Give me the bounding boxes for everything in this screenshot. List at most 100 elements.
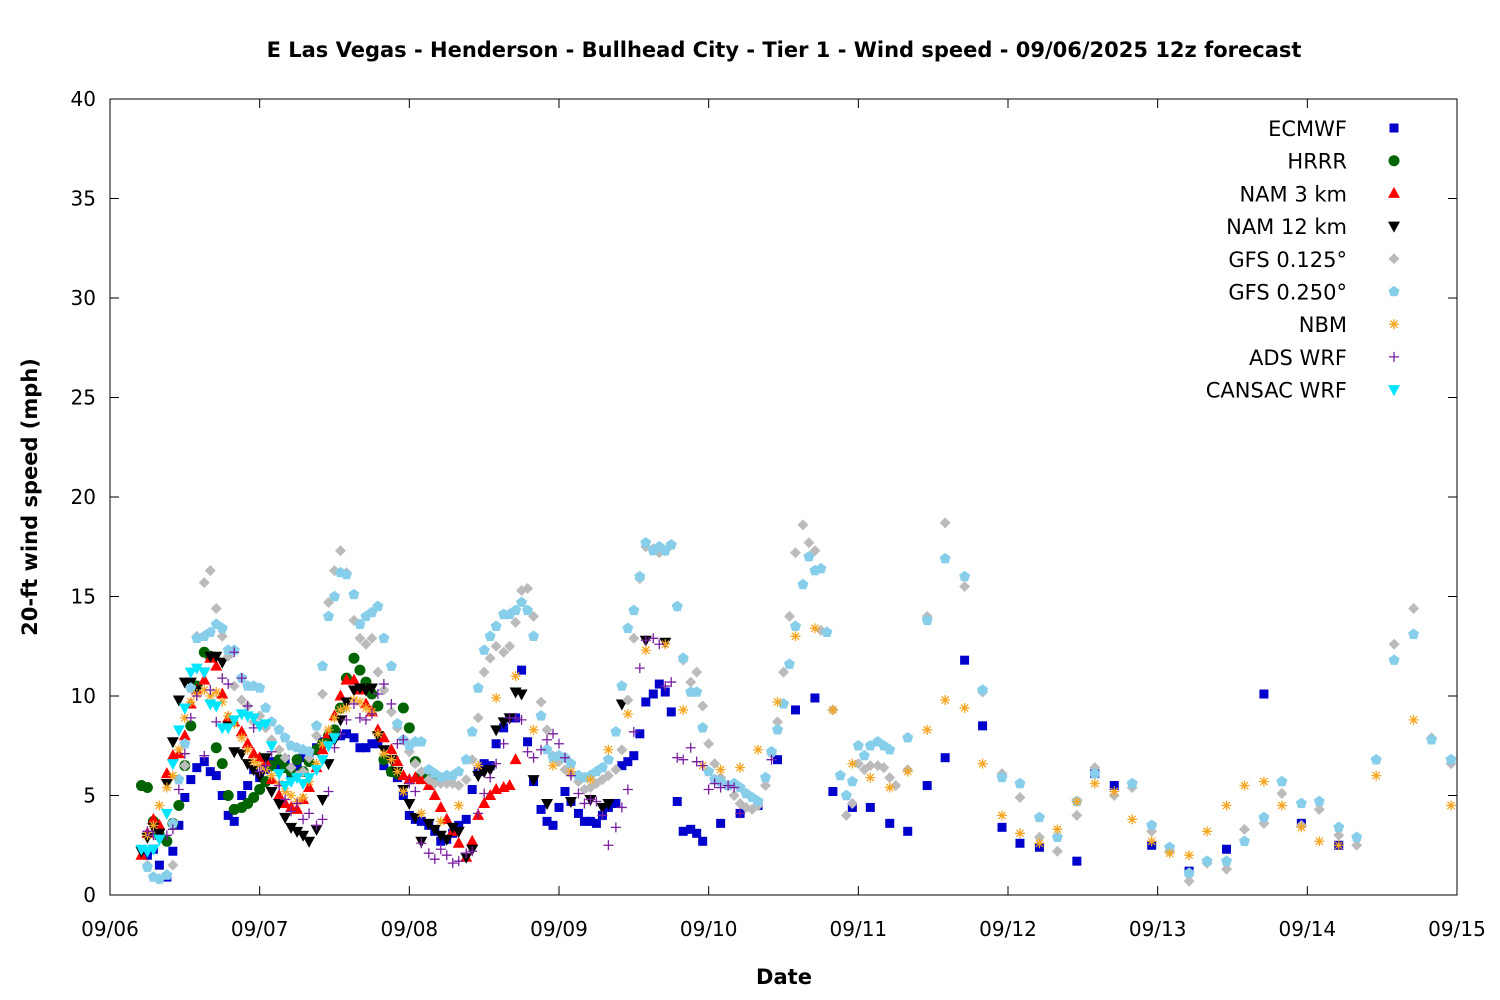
data-point-ads-wrf <box>666 677 677 688</box>
data-point-nam-12-km <box>279 812 292 824</box>
data-point-ecmwf <box>199 757 209 767</box>
data-markers <box>135 517 1457 887</box>
data-point-ecmwf <box>298 753 308 763</box>
data-point-nbm <box>1089 778 1100 789</box>
data-point-nam-3-km <box>235 725 248 737</box>
legend: ECMWF HRRR NAM 3 km NAM 12 km GFS 0.125° GFS … <box>1206 117 1400 403</box>
data-point-nbm <box>223 710 234 721</box>
data-point-ads-wrf <box>709 778 720 789</box>
data-point-nam-12-km <box>365 683 378 695</box>
data-point-ecmwf <box>180 792 190 802</box>
data-point-gfs-0-125 <box>628 632 640 644</box>
data-point-nam-12-km <box>166 737 179 749</box>
data-point-gfs-0-125 <box>878 762 890 774</box>
data-point-ecmwf <box>292 763 302 773</box>
data-point-nbm <box>435 816 446 827</box>
data-point-nam-3-km <box>434 800 447 812</box>
data-point-gfs-0-250 <box>996 771 1008 783</box>
data-point-gfs-0-250 <box>348 588 360 600</box>
legend-label: ECMWF <box>1268 117 1347 141</box>
data-point-ecmwf <box>1222 844 1232 854</box>
data-point-hrrr <box>248 791 260 803</box>
data-point-nam-12-km <box>428 824 441 836</box>
data-point-ads-wrf <box>678 754 689 765</box>
data-point-ecmwf <box>548 820 558 830</box>
data-point-ecmwf <box>611 798 621 808</box>
data-point-nbm <box>1052 824 1063 835</box>
data-point-gfs-0-125 <box>409 758 421 770</box>
data-point-ads-wrf <box>404 778 415 789</box>
data-point-hrrr <box>173 799 185 811</box>
data-point-ads-wrf <box>634 663 645 674</box>
data-point-gfs-0-125 <box>167 859 179 871</box>
data-point-gfs-0-250 <box>1146 819 1158 831</box>
data-point-nam-3-km <box>241 737 254 749</box>
data-point-nbm <box>827 704 838 715</box>
data-point-gfs-0-250 <box>921 614 933 626</box>
data-point-ads-wrf <box>579 798 590 809</box>
data-point-nam-3-km <box>397 769 410 781</box>
series-cansac-wrf <box>135 663 341 858</box>
data-point-gfs-0-125 <box>697 700 709 712</box>
x-tick-label: 09/12 <box>979 917 1037 941</box>
data-point-ecmwf <box>274 761 284 771</box>
data-point-gfs-0-125 <box>311 730 323 742</box>
data-point-gfs-0-250 <box>1014 777 1026 789</box>
data-point-gfs-0-250 <box>415 735 427 747</box>
data-point-gfs-0-250 <box>677 652 689 663</box>
data-point-ecmwf <box>355 743 365 753</box>
data-point-nam-12-km <box>484 765 497 777</box>
data-point-gfs-0-125 <box>760 780 772 792</box>
data-point-gfs-0-125 <box>478 666 490 678</box>
data-point-ecmwf <box>692 828 702 838</box>
data-point-ads-wrf <box>392 738 403 749</box>
data-point-nam-12-km <box>216 657 229 669</box>
data-point-gfs-0-125 <box>959 581 971 593</box>
data-point-gfs-0-125 <box>778 666 789 678</box>
data-point-ads-wrf <box>242 700 253 711</box>
data-point-ecmwf <box>1015 838 1025 848</box>
data-point-gfs-0-250 <box>789 620 801 632</box>
data-point-gfs-0-125 <box>254 710 266 722</box>
data-point-nam-12-km <box>602 798 615 810</box>
data-point-gfs-0-250 <box>840 789 852 801</box>
legend-entry-gfs-0-125: GFS 0.125° <box>1228 248 1400 272</box>
data-point-gfs-0-250 <box>977 684 989 695</box>
data-point-hrrr <box>291 754 303 766</box>
data-point-ecmwf <box>585 816 595 826</box>
data-point-ecmwf <box>672 796 682 806</box>
data-point-ads-wrf <box>366 708 377 719</box>
legend-label: HRRR <box>1287 150 1347 174</box>
data-point-gfs-0-250 <box>1164 841 1176 852</box>
data-point-nbm <box>317 738 328 749</box>
data-point-nam-3-km <box>210 659 223 671</box>
data-point-ecmwf <box>205 767 215 777</box>
data-point-ads-wrf <box>317 814 328 825</box>
data-point-gfs-0-125 <box>504 640 516 652</box>
data-point-nam-3-km <box>198 673 211 685</box>
series-nbm <box>142 623 1457 861</box>
data-point-nam-3-km <box>415 773 428 785</box>
data-point-ecmwf <box>223 810 233 820</box>
data-point-gfs-0-250 <box>1258 811 1270 823</box>
data-point-nbm <box>398 786 409 797</box>
data-point-cansac-wrf <box>322 741 335 753</box>
data-point-ecmwf <box>641 697 651 707</box>
data-point-ads-wrf <box>585 794 596 805</box>
data-point-nbm <box>510 671 521 682</box>
data-point-gfs-0-250 <box>279 731 291 743</box>
data-point-gfs-0-250 <box>541 743 553 755</box>
data-point-gfs-0-250 <box>783 658 795 669</box>
data-point-nam-12-km <box>273 798 286 810</box>
x-tick-label: 09/06 <box>81 917 139 941</box>
data-point-nbm <box>1071 796 1082 807</box>
y-tick-label: 0 <box>83 883 96 907</box>
data-point-nbm <box>416 808 427 819</box>
data-point-gfs-0-125 <box>334 545 346 557</box>
data-point-nbm <box>997 810 1008 821</box>
data-point-cansac-wrf <box>285 777 298 789</box>
data-point-cansac-wrf <box>247 713 260 725</box>
data-point-nam-12-km <box>564 796 577 808</box>
data-point-gfs-0-125 <box>453 780 465 792</box>
data-point-nam-12-km <box>172 695 185 707</box>
